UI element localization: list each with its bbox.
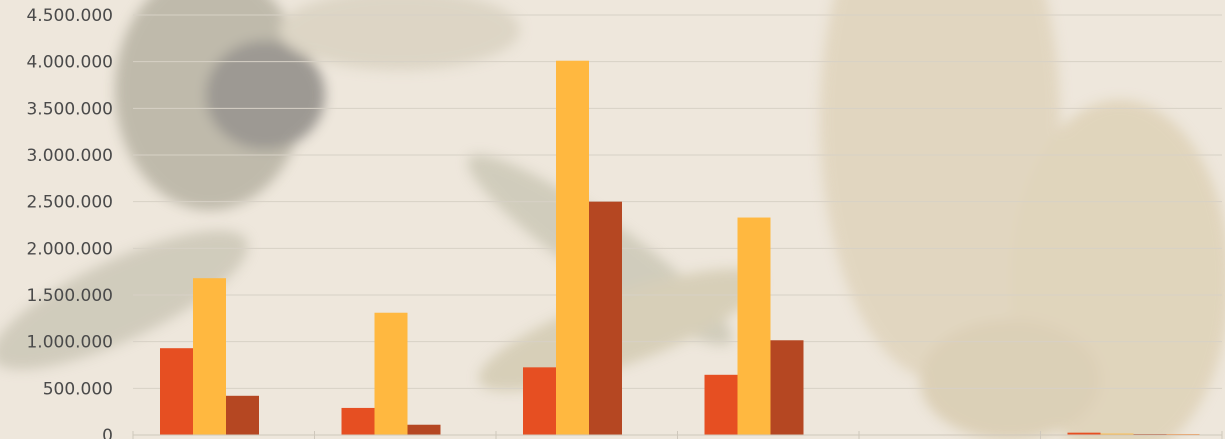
bar xyxy=(523,367,556,435)
y-tick-label: 1.500.000 xyxy=(26,286,113,306)
y-tick-label: 500.000 xyxy=(43,379,113,399)
y-tick-label: 1.000.000 xyxy=(26,333,113,353)
y-tick-label: 3.500.000 xyxy=(26,99,113,119)
bar xyxy=(341,407,375,435)
bar xyxy=(374,312,408,435)
bar xyxy=(770,340,804,435)
bar xyxy=(1067,432,1101,435)
y-tick-label: 4.500.000 xyxy=(26,6,113,26)
bar xyxy=(556,60,589,435)
bar xyxy=(704,374,738,435)
bar xyxy=(1100,433,1134,435)
y-tick-label: 0 xyxy=(102,426,113,439)
bar xyxy=(193,278,226,435)
bar xyxy=(737,217,771,435)
bar xyxy=(226,395,259,435)
y-tick-label: 3.000.000 xyxy=(26,146,113,166)
y-tick-label: 2.000.000 xyxy=(26,239,113,259)
y-tick-label: 4.000.000 xyxy=(26,53,113,73)
bar xyxy=(160,348,193,435)
y-tick-label: 2.500.000 xyxy=(26,193,113,213)
bar xyxy=(589,201,622,435)
bar xyxy=(407,424,441,435)
